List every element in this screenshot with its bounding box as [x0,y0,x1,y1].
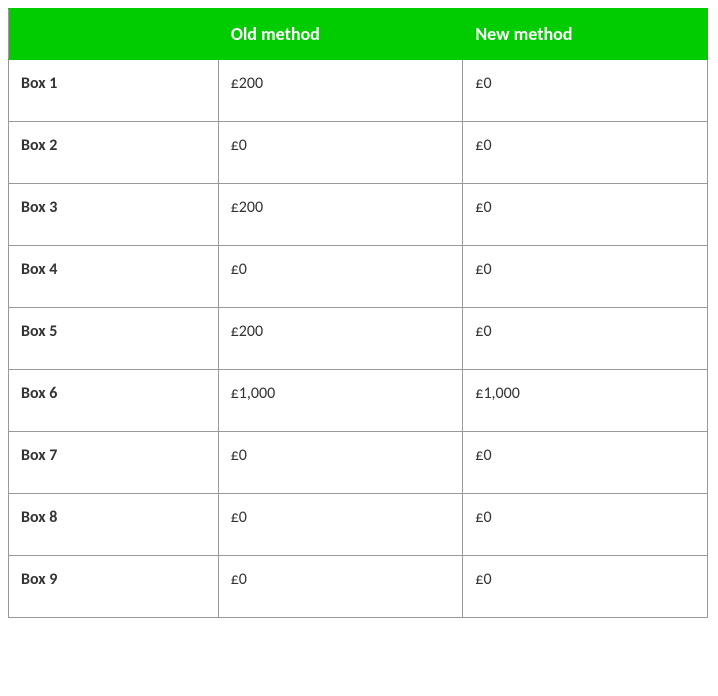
row-label: Box 7 [9,432,219,494]
cell-new: £0 [463,432,708,494]
cell-old: £200 [218,60,463,122]
row-label: Box 5 [9,308,219,370]
table-row: Box 2 £0 £0 [9,122,708,184]
table-row: Box 4 £0 £0 [9,246,708,308]
cell-new: £1,000 [463,370,708,432]
comparison-table: Old method New method Box 1 £200 £0 Box … [8,8,708,618]
cell-old: £0 [218,556,463,618]
row-label: Box 2 [9,122,219,184]
cell-new: £0 [463,122,708,184]
cell-old: £0 [218,122,463,184]
row-label: Box 8 [9,494,219,556]
table-row: Box 7 £0 £0 [9,432,708,494]
cell-old: £200 [218,308,463,370]
table-header-row: Old method New method [9,9,708,60]
table-row: Box 1 £200 £0 [9,60,708,122]
table-body: Box 1 £200 £0 Box 2 £0 £0 Box 3 £200 £0 … [9,60,708,618]
cell-new: £0 [463,246,708,308]
cell-new: £0 [463,184,708,246]
cell-old: £0 [218,494,463,556]
cell-new: £0 [463,494,708,556]
cell-new: £0 [463,556,708,618]
row-label: Box 3 [9,184,219,246]
row-label: Box 6 [9,370,219,432]
table-row: Box 8 £0 £0 [9,494,708,556]
header-blank [9,9,219,60]
cell-old: £1,000 [218,370,463,432]
cell-new: £0 [463,60,708,122]
header-old-method: Old method [218,9,463,60]
table-row: Box 5 £200 £0 [9,308,708,370]
header-new-method: New method [463,9,708,60]
cell-new: £0 [463,308,708,370]
cell-old: £0 [218,432,463,494]
row-label: Box 1 [9,60,219,122]
cell-old: £200 [218,184,463,246]
cell-old: £0 [218,246,463,308]
table-row: Box 3 £200 £0 [9,184,708,246]
table-row: Box 9 £0 £0 [9,556,708,618]
row-label: Box 9 [9,556,219,618]
table-row: Box 6 £1,000 £1,000 [9,370,708,432]
row-label: Box 4 [9,246,219,308]
